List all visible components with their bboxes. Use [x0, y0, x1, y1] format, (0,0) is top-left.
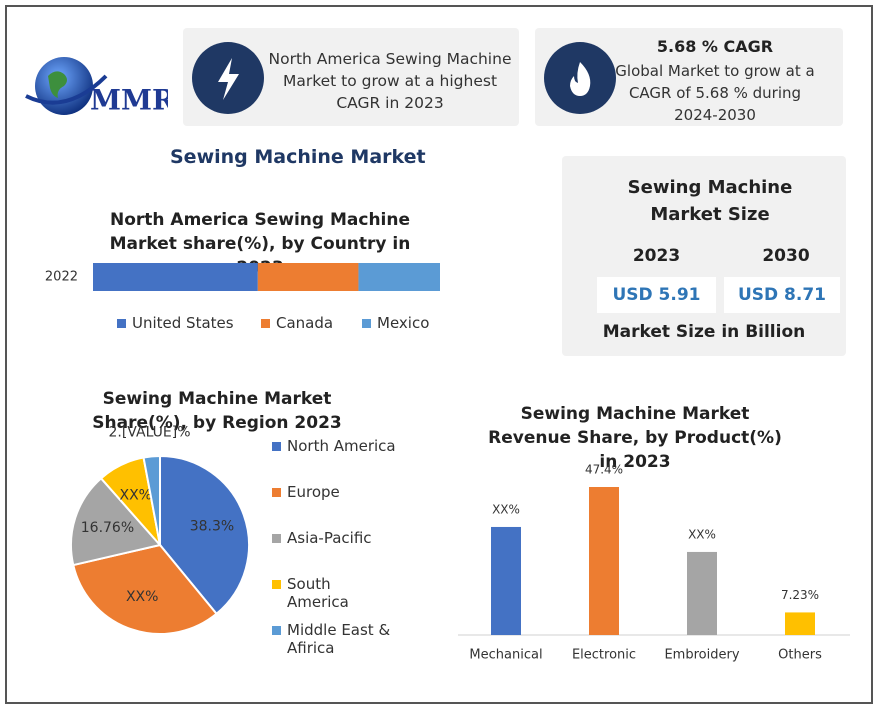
legend-item: Mexico [362, 314, 429, 332]
chart: XX% Mechanical 47.4% Electronic XX% Embroider… [458, 463, 850, 663]
bar [589, 487, 619, 635]
data-label: 16.76% [81, 520, 134, 536]
icon [544, 42, 616, 114]
pie-slice [159, 454, 250, 616]
card-text: Global Market to grow at a CAGR of 5.68 … [615, 62, 815, 124]
legend-label: Europe [287, 483, 340, 501]
icon [192, 42, 264, 114]
legend-label: Mexico [377, 314, 430, 332]
data-label: XX% [492, 502, 520, 516]
chart-title: Sewing Machine Market Revenue Share, by … [488, 404, 782, 472]
size-value: USD 5.91 [597, 277, 716, 313]
legend-item: Europe [272, 483, 397, 501]
logo-text: MMR [90, 84, 168, 117]
legend-item: Asia-Pacific [272, 529, 397, 547]
logo: MMR [25, 57, 168, 117]
data-label: XX% [688, 527, 716, 541]
size-value: USD 8.71 [724, 277, 840, 313]
bar [785, 612, 815, 635]
market-size-footer: Market Size in Billion [602, 322, 806, 342]
year: 2030 [762, 246, 810, 266]
legend-item: North America [272, 437, 397, 455]
legend-swatch [272, 442, 281, 451]
data-label: 2.[VALUE]% [108, 424, 190, 440]
chart: 38.3% XX% 16.76% XX% 2.[VALUE]% [70, 424, 250, 635]
market-size-title: Sewing Machine Market Size [627, 177, 793, 225]
data-label: XX% [120, 487, 152, 503]
bar-segment [257, 263, 359, 291]
legend-label: Canada [276, 314, 334, 332]
legend-swatch [261, 319, 270, 328]
legend-swatch [272, 580, 281, 589]
legend-label: United States [132, 314, 234, 332]
bar-segment [358, 263, 440, 291]
legend-item: Middle East & Afirica [272, 621, 397, 657]
chart-title: Sewing Machine Market Share(%), by Regio… [92, 389, 342, 433]
page-title: Sewing Machine Market [170, 146, 426, 168]
data-label: XX% [126, 589, 158, 605]
data-label: 47.4% [585, 463, 623, 477]
data-label: 7.23% [781, 588, 819, 602]
market-size-card [562, 156, 846, 356]
legend-label: South America [287, 575, 349, 611]
legend-swatch [362, 319, 371, 328]
data-label: 38.3% [190, 518, 234, 534]
x-tick-label: Mechanical [469, 648, 542, 663]
legend-item: Canada [261, 314, 333, 332]
pie-slice [142, 454, 161, 546]
legend-swatch [272, 626, 281, 635]
x-tick-label: Embroidery [664, 648, 739, 663]
legend-item: South America [272, 575, 397, 611]
card-text: North America Sewing Machine Market to g… [268, 50, 512, 112]
legend-swatch [117, 319, 126, 328]
legend-swatch [272, 488, 281, 497]
pie-slice [72, 543, 218, 635]
legend-label: Asia-Pacific [287, 529, 372, 547]
legend-swatch [272, 534, 281, 543]
x-tick-label: Others [778, 648, 822, 663]
bar [687, 551, 717, 635]
chart: 2022 [45, 263, 440, 291]
pie-slice [70, 476, 162, 567]
bar [491, 526, 521, 635]
legend-label: Middle East & Afirica [287, 621, 391, 657]
legend-item: United States [117, 314, 234, 332]
bar-segment [93, 263, 258, 291]
year: 2023 [632, 246, 681, 266]
x-tick-label: Electronic [572, 648, 636, 663]
y-tick-label: 2022 [45, 270, 78, 285]
card-title: 5.68 % CAGR [656, 37, 774, 56]
legend-label: North America [287, 437, 396, 455]
frame [5, 5, 873, 704]
